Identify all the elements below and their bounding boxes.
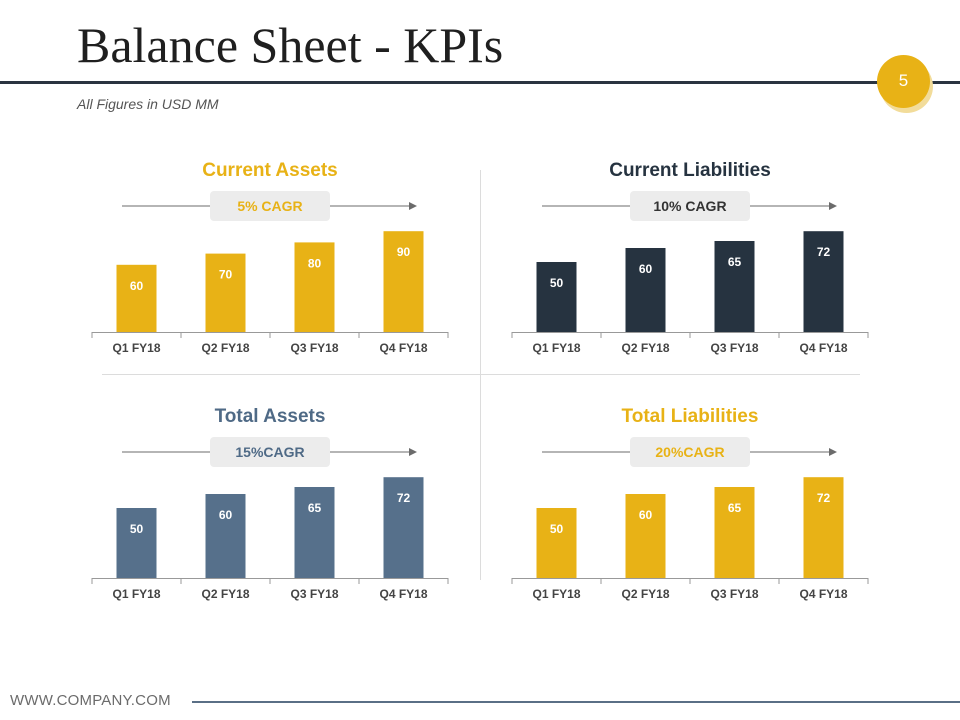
bar-q4-fy18	[803, 231, 844, 332]
x-tick-label: Q1 FY18	[532, 341, 580, 355]
x-tick-label: Q2 FY18	[201, 587, 249, 601]
chart-svg: Total Liabilities 20%CAGR 50 Q1 FY18 60 Q2 FY…	[511, 406, 869, 601]
chart-title: Current Assets	[202, 160, 338, 181]
bar-q1-fy18	[116, 508, 157, 578]
footer-website: WWW.COMPANY.COM	[10, 692, 171, 709]
cagr-label: 10% CAGR	[653, 198, 726, 214]
bar-q1-fy18	[536, 262, 577, 332]
bar-value-label: 50	[550, 276, 564, 290]
x-tick-label: Q3 FY18	[290, 341, 338, 355]
bar-value-label: 65	[728, 501, 742, 515]
chart-title: Total Assets	[215, 406, 326, 427]
horizontal-divider	[102, 374, 860, 375]
bar-q1-fy18	[116, 264, 157, 332]
bar-value-label: 70	[219, 268, 233, 282]
cagr-arrow-head	[409, 202, 417, 210]
bar-value-label: 60	[219, 508, 233, 522]
chart-svg: Current Liabilities 10% CAGR 50 Q1 FY18 60 Q2…	[511, 160, 869, 355]
chart-svg: Total Assets 15%CAGR 50 Q1 FY18 60 Q2 FY18 65 Q…	[91, 406, 449, 601]
x-tick-label: Q4 FY18	[379, 341, 427, 355]
bar-value-label: 60	[130, 279, 144, 293]
x-tick-label: Q2 FY18	[621, 587, 669, 601]
bar-q3-fy18	[294, 487, 335, 578]
footer-rule	[192, 701, 960, 703]
bar-value-label: 72	[817, 245, 831, 259]
vertical-divider	[480, 170, 481, 580]
bar-q2-fy18	[205, 253, 246, 332]
chart-title: Total Liabilities	[622, 406, 759, 427]
x-tick-label: Q3 FY18	[710, 587, 758, 601]
cagr-label: 15%CAGR	[235, 444, 304, 460]
x-tick-label: Q1 FY18	[112, 341, 160, 355]
bar-q2-fy18	[625, 248, 666, 332]
x-tick-label: Q1 FY18	[532, 587, 580, 601]
bar-q1-fy18	[536, 508, 577, 578]
bar-value-label: 60	[639, 508, 653, 522]
chart-title: Current Liabilities	[609, 160, 771, 181]
cagr-box	[630, 437, 750, 467]
bar-value-label: 50	[550, 522, 564, 536]
x-tick-label: Q2 FY18	[621, 341, 669, 355]
x-tick-label: Q3 FY18	[290, 587, 338, 601]
cagr-label: 20%CAGR	[655, 444, 724, 460]
cagr-box	[210, 437, 330, 467]
page-number-badge: 5	[877, 55, 930, 108]
bar-value-label: 65	[308, 501, 322, 515]
page-title: Balance Sheet - KPIs	[77, 17, 504, 73]
cagr-arrow-head	[409, 448, 417, 456]
bar-q3-fy18	[294, 242, 335, 332]
bar-value-label: 50	[130, 522, 144, 536]
x-tick-label: Q2 FY18	[201, 341, 249, 355]
cagr-arrow-head	[829, 448, 837, 456]
bar-value-label: 90	[397, 245, 411, 259]
title-underline	[0, 81, 960, 84]
chart-total-liabilities: Total Liabilities 20%CAGR 50 Q1 FY18 60 Q2 FY…	[490, 396, 890, 606]
cagr-arrow-head	[829, 202, 837, 210]
bar-q2-fy18	[625, 494, 666, 578]
bar-q4-fy18	[383, 231, 424, 332]
bar-value-label: 72	[817, 491, 831, 505]
x-tick-label: Q1 FY18	[112, 587, 160, 601]
x-tick-label: Q3 FY18	[710, 341, 758, 355]
bar-q4-fy18	[803, 477, 844, 578]
bar-value-label: 80	[308, 256, 322, 270]
chart-total-assets: Total Assets 15%CAGR 50 Q1 FY18 60 Q2 FY18 65 Q…	[70, 396, 470, 606]
bar-q2-fy18	[205, 494, 246, 578]
x-tick-label: Q4 FY18	[799, 341, 847, 355]
bar-q4-fy18	[383, 477, 424, 578]
page-subtitle: All Figures in USD MM	[77, 96, 219, 112]
chart-current-liabilities: Current Liabilities 10% CAGR 50 Q1 FY18 60 Q2…	[490, 150, 890, 360]
x-tick-label: Q4 FY18	[379, 587, 427, 601]
bar-q3-fy18	[714, 487, 755, 578]
bar-value-label: 60	[639, 262, 653, 276]
bar-value-label: 72	[397, 491, 411, 505]
x-tick-label: Q4 FY18	[799, 587, 847, 601]
bar-value-label: 65	[728, 255, 742, 269]
cagr-label: 5% CAGR	[237, 198, 302, 214]
chart-svg: Current Assets 5% CAGR 60 Q1 FY18 70 Q2 FY18 8…	[91, 160, 449, 355]
chart-current-assets: Current Assets 5% CAGR 60 Q1 FY18 70 Q2 FY18 8…	[70, 150, 470, 360]
cagr-box	[210, 191, 330, 221]
bar-q3-fy18	[714, 241, 755, 332]
cagr-box	[630, 191, 750, 221]
